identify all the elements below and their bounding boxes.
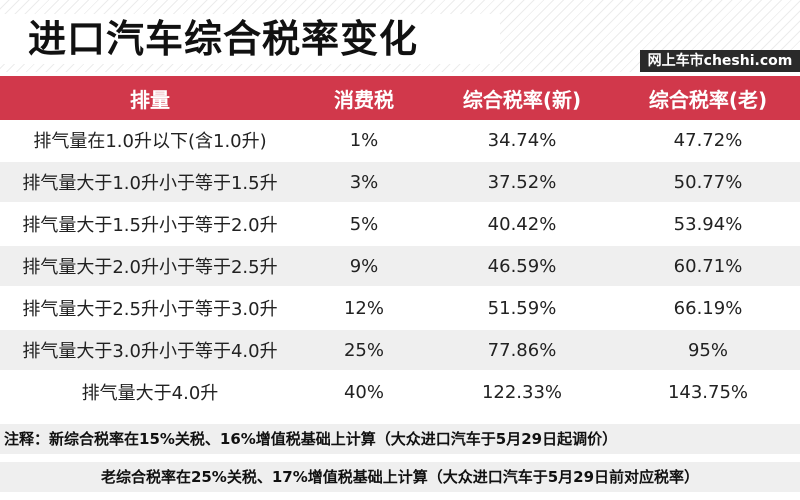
cell-new-rate: 51.59% bbox=[428, 287, 616, 330]
cell-displacement: 排气量大于1.5升小于等于2.0升 bbox=[0, 203, 300, 246]
cell-displacement: 排气量大于2.0升小于等于2.5升 bbox=[0, 245, 300, 288]
cell-new-rate: 122.33% bbox=[428, 371, 616, 414]
brand-watermark: 网上车市cheshi.com bbox=[640, 50, 800, 72]
cell-consumption-tax: 40% bbox=[300, 371, 428, 414]
cell-displacement: 排气量大于4.0升 bbox=[0, 371, 300, 414]
cell-consumption-tax: 25% bbox=[300, 329, 428, 372]
cell-old-rate: 95% bbox=[616, 329, 800, 372]
cell-displacement: 排气量大于1.0升小于等于1.5升 bbox=[0, 161, 300, 204]
cell-old-rate: 53.94% bbox=[616, 203, 800, 246]
table-row: 排气量大于1.5升小于等于2.0升 5% 40.42% 53.94% bbox=[0, 203, 800, 246]
header-consumption-tax: 消费税 bbox=[300, 76, 428, 120]
header-displacement: 排量 bbox=[0, 76, 300, 120]
table-row: 排气量大于1.0升小于等于1.5升 3% 37.52% 50.77% bbox=[0, 161, 800, 204]
cell-old-rate: 60.71% bbox=[616, 245, 800, 288]
cell-consumption-tax: 5% bbox=[300, 203, 428, 246]
cell-new-rate: 37.52% bbox=[428, 161, 616, 204]
page-title: 进口汽车综合税率变化 bbox=[28, 17, 419, 61]
cell-consumption-tax: 12% bbox=[300, 287, 428, 330]
cell-new-rate: 77.86% bbox=[428, 329, 616, 372]
cell-old-rate: 143.75% bbox=[616, 371, 800, 414]
title-box bbox=[0, 14, 500, 64]
table-row: 排气量大于2.5升小于等于3.0升 12% 51.59% 66.19% bbox=[0, 287, 800, 330]
cell-new-rate: 40.42% bbox=[428, 203, 616, 246]
note-new-rate: 注释：新综合税率在15%关税、16%增值税基础上计算（大众进口汽车于5月29日起… bbox=[0, 424, 800, 454]
cell-old-rate: 47.72% bbox=[616, 120, 800, 162]
header-new-rate: 综合税率(新) bbox=[428, 76, 616, 120]
cell-displacement: 排气量大于3.0升小于等于4.0升 bbox=[0, 329, 300, 372]
tax-rate-table: 排量 消费税 综合税率(新) 综合税率(老) 排气量在1.0升以下(含1.0升)… bbox=[0, 76, 800, 414]
note-old-rate: 老综合税率在25%关税、17%增值税基础上计算（大众进口汽车于5月29日前对应税… bbox=[0, 462, 800, 492]
table-row: 排气量大于4.0升 40% 122.33% 143.75% bbox=[0, 371, 800, 414]
cell-displacement: 排气量在1.0升以下(含1.0升) bbox=[0, 120, 300, 162]
cell-new-rate: 34.74% bbox=[428, 120, 616, 162]
cell-displacement: 排气量大于2.5升小于等于3.0升 bbox=[0, 287, 300, 330]
table-row: 排气量大于3.0升小于等于4.0升 25% 77.86% 95% bbox=[0, 329, 800, 372]
cell-old-rate: 66.19% bbox=[616, 287, 800, 330]
table-row: 排气量大于2.0升小于等于2.5升 9% 46.59% 60.71% bbox=[0, 245, 800, 288]
table-row: 排气量在1.0升以下(含1.0升) 1% 34.74% 47.72% bbox=[0, 120, 800, 162]
cell-consumption-tax: 1% bbox=[300, 120, 428, 162]
header-old-rate: 综合税率(老) bbox=[616, 76, 800, 120]
cell-consumption-tax: 3% bbox=[300, 161, 428, 204]
cell-new-rate: 46.59% bbox=[428, 245, 616, 288]
cell-consumption-tax: 9% bbox=[300, 245, 428, 288]
cell-old-rate: 50.77% bbox=[616, 161, 800, 204]
table-header-row: 排量 消费税 综合税率(新) 综合税率(老) bbox=[0, 76, 800, 120]
